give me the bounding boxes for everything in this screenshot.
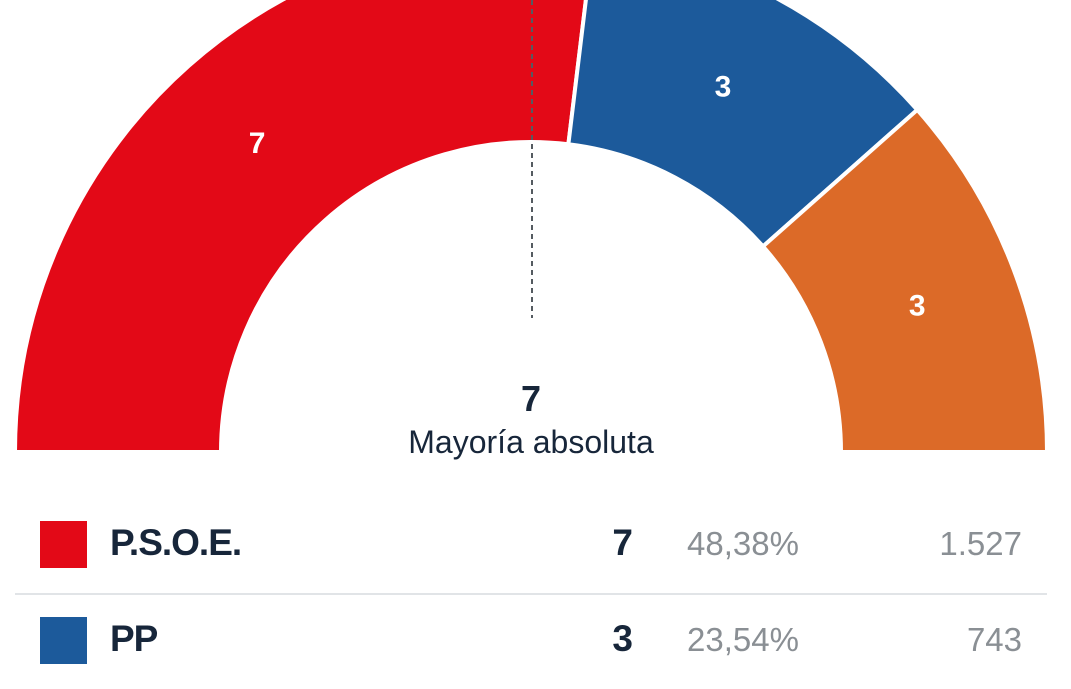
majority-value: 7: [521, 378, 541, 419]
segment-seat-label: 3: [909, 290, 926, 323]
party-votes: 1.527: [939, 525, 1022, 562]
legend-row: P.S.O.E. 7 48,38% 1.527: [15, 498, 1047, 595]
party-name: P.S.O.E.: [110, 522, 242, 563]
party-name: PP: [110, 618, 158, 659]
parliament-chart: 7 3 3 7 Mayoría absoluta: [12, 0, 1050, 460]
legend-row: PP 3 23,54% 743: [15, 594, 1047, 689]
party-percent: 23,54%: [687, 621, 799, 658]
party-percent: 48,38%: [687, 525, 799, 562]
party-seats: 7: [612, 522, 633, 563]
majority-label: Mayoría absoluta: [408, 424, 654, 460]
segment-seat-label: 3: [715, 70, 732, 103]
party-color-swatch: [40, 521, 87, 568]
seat-segment: [760, 107, 1050, 454]
segment-seat-label: 7: [249, 127, 266, 160]
party-color-swatch: [40, 617, 87, 664]
party-seats: 3: [612, 618, 633, 659]
seat-segment: [12, 0, 588, 454]
party-votes: 743: [966, 621, 1022, 658]
